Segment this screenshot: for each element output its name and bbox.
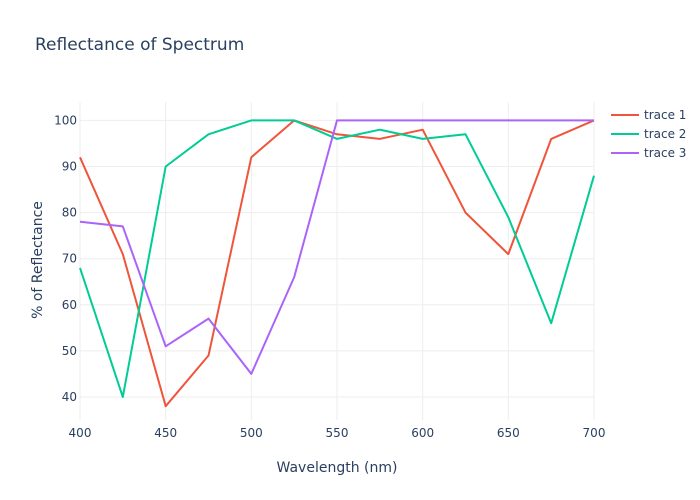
chart-title: Reflectance of Spectrum [35, 35, 244, 55]
x-axis-title: Wavelength (nm) [277, 460, 398, 476]
y-tick-label: 70 [62, 252, 77, 266]
legend-label: trace 3 [644, 146, 686, 160]
y-tick-label: 50 [62, 344, 77, 358]
x-tick-label: 600 [411, 426, 434, 440]
series-line-trace-1 [79, 119, 595, 408]
series-line-trace-3 [79, 119, 594, 375]
x-tick-label: 550 [326, 426, 349, 440]
legend: trace 1 trace 2 trace 3 [611, 108, 686, 160]
legend-item-trace-3[interactable]: trace 3 [611, 146, 686, 160]
series-line-trace-2 [79, 119, 595, 398]
legend-label: trace 2 [644, 127, 686, 141]
legend-label: trace 1 [644, 108, 686, 122]
series-lines [79, 119, 595, 408]
x-tick-label: 700 [583, 426, 606, 440]
y-tick-label: 90 [62, 160, 77, 174]
y-tick-label: 60 [62, 298, 77, 312]
legend-item-trace-2[interactable]: trace 2 [611, 127, 686, 141]
y-axis-ticks: 40 50 60 70 80 90 100 [54, 113, 77, 404]
y-tick-label: 100 [54, 113, 77, 127]
x-tick-label: 650 [497, 426, 520, 440]
x-axis-ticks: 400 450 500 550 600 650 700 [69, 426, 606, 440]
x-tick-label: 400 [69, 426, 92, 440]
y-tick-label: 80 [62, 206, 77, 220]
y-tick-label: 40 [62, 390, 77, 404]
y-axis-title: % of Reflectance [30, 201, 46, 319]
x-tick-label: 500 [240, 426, 263, 440]
x-tick-label: 450 [154, 426, 177, 440]
legend-item-trace-1[interactable]: trace 1 [611, 108, 686, 122]
